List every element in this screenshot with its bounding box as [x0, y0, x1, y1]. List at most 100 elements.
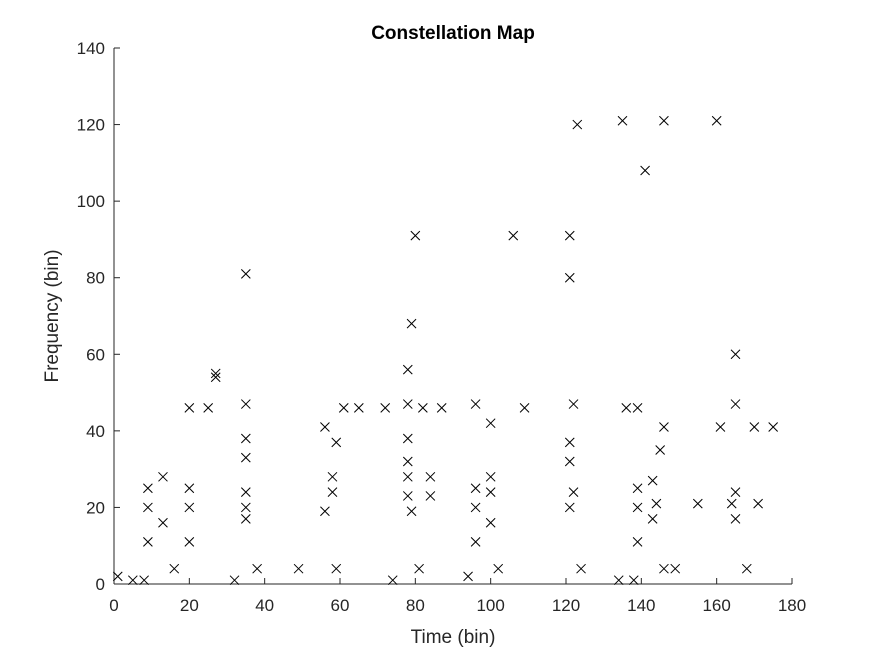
data-point-marker: [628, 575, 639, 586]
data-point-marker: [327, 487, 338, 497]
data-point-marker: [143, 483, 153, 494]
data-point-marker: [659, 422, 669, 432]
data-point-marker: [402, 456, 413, 467]
data-point-marker: [338, 403, 349, 413]
x-axis-title: Time (bin): [411, 627, 496, 648]
data-point-marker: [112, 571, 123, 582]
data-point-marker: [414, 563, 424, 574]
x-tick-label: 40: [255, 596, 274, 615]
x-tick-label: 20: [180, 596, 199, 615]
data-point-marker: [240, 502, 251, 513]
data-point-marker: [436, 403, 447, 413]
data-point-marker: [210, 368, 221, 379]
x-tick-label: 120: [552, 596, 580, 615]
data-point-marker: [402, 471, 413, 482]
data-point-marker: [240, 399, 251, 409]
x-tick-label: 160: [702, 596, 730, 615]
data-point-marker: [485, 418, 496, 429]
data-points: [112, 115, 779, 586]
x-tick-label: 100: [476, 596, 504, 615]
data-point-marker: [402, 491, 413, 501]
x-tick-group: 0 20 40 60 80 100 120 140 160 180: [109, 578, 806, 615]
data-point-marker: [470, 399, 481, 409]
x-tick-label: 140: [627, 596, 655, 615]
data-point-marker: [320, 506, 330, 517]
data-point-marker: [632, 483, 643, 494]
data-point-marker: [730, 399, 741, 409]
data-point-marker: [617, 115, 628, 126]
data-point-marker: [210, 372, 221, 383]
x-tick-label: 0: [109, 596, 118, 615]
data-point-marker: [240, 487, 251, 497]
data-point-marker: [726, 498, 737, 509]
data-point-marker: [331, 437, 342, 448]
data-point-marker: [564, 437, 575, 448]
data-point-marker: [127, 575, 138, 586]
data-point-marker: [418, 403, 428, 413]
data-point-marker: [331, 563, 342, 574]
y-tick-group: 0 20 40 60 80 100 120 140: [77, 39, 120, 594]
data-point-marker: [463, 571, 473, 582]
data-point-marker: [143, 502, 153, 513]
data-point-marker: [741, 563, 752, 574]
y-axis-title: Frequency (bin): [42, 249, 63, 382]
data-point-marker: [485, 517, 496, 528]
data-point-marker: [568, 399, 579, 409]
data-point-marker: [240, 433, 251, 444]
data-point-marker: [406, 318, 417, 329]
data-point-marker: [670, 563, 681, 574]
data-point-marker: [240, 452, 251, 463]
data-point-marker: [470, 502, 481, 513]
data-point-marker: [564, 502, 575, 513]
data-point-marker: [387, 575, 398, 586]
data-point-marker: [353, 403, 364, 413]
data-point-marker: [169, 563, 180, 574]
data-point-marker: [647, 514, 658, 524]
data-point-marker: [647, 475, 658, 486]
data-point-marker: [508, 230, 519, 241]
data-point-marker: [613, 575, 624, 586]
data-point-marker: [470, 483, 481, 494]
data-point-marker: [711, 115, 722, 126]
data-point-marker: [240, 269, 251, 279]
data-point-marker: [730, 349, 741, 360]
data-point-marker: [749, 422, 760, 432]
data-point-marker: [655, 445, 666, 455]
data-point-marker: [402, 364, 413, 375]
data-point-marker: [692, 498, 703, 509]
data-point-marker: [184, 403, 195, 413]
data-point-marker: [229, 575, 240, 586]
data-point-marker: [485, 487, 496, 497]
data-point-marker: [564, 456, 575, 467]
data-point-marker: [425, 471, 436, 482]
data-point-marker: [493, 563, 504, 574]
data-point-marker: [320, 422, 330, 432]
data-point-marker: [768, 422, 779, 432]
y-tick-label: 0: [96, 575, 105, 594]
y-tick-label: 40: [86, 422, 105, 441]
data-point-marker: [184, 537, 195, 547]
data-point-marker: [203, 403, 214, 413]
data-point-marker: [651, 498, 662, 509]
data-point-marker: [139, 575, 149, 586]
data-point-marker: [293, 563, 304, 574]
data-point-marker: [564, 272, 575, 283]
data-point-marker: [640, 165, 650, 176]
data-point-marker: [184, 502, 195, 513]
data-point-marker: [519, 403, 530, 413]
y-tick-label: 80: [86, 269, 105, 288]
data-point-marker: [327, 471, 338, 482]
chart-title: Constellation Map: [371, 23, 535, 44]
data-point-marker: [184, 483, 195, 494]
data-point-marker: [252, 563, 262, 574]
y-tick-label: 100: [77, 192, 105, 211]
x-tick-label: 180: [778, 596, 806, 615]
data-point-marker: [632, 502, 643, 513]
data-point-marker: [470, 537, 481, 547]
data-point-marker: [564, 230, 575, 241]
data-point-marker: [406, 506, 417, 517]
y-tick-label: 20: [86, 498, 105, 517]
x-tick-label: 60: [331, 596, 350, 615]
data-point-marker: [402, 433, 413, 444]
